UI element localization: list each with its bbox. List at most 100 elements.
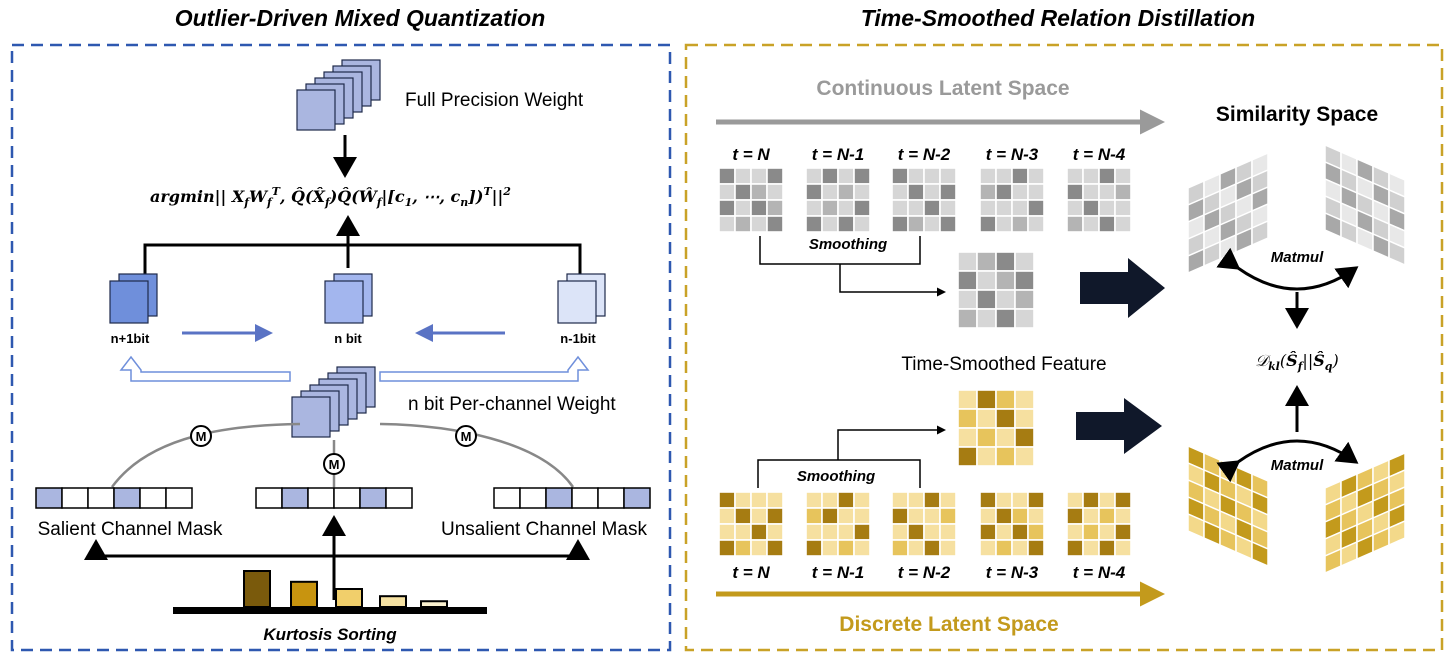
bottom-timestep-labels: t = N t = N-1 t = N-2 t = N-3 t = N-4 (732, 563, 1125, 582)
salient-mask-cell (139, 487, 167, 509)
kurtosis-baseline (173, 607, 487, 614)
center-mask-cell (385, 487, 413, 509)
unsalient-mask-label: Unsalient Channel Mask (441, 519, 647, 540)
bottom-smoothing-arrow (837, 425, 946, 460)
center-mask-cell (255, 487, 283, 509)
hollow-arrow-right (379, 355, 590, 382)
discrete-grid (979, 491, 1045, 557)
matmul-arc-top (1216, 247, 1359, 291)
timestep-label: t = N-2 (898, 563, 951, 582)
center-mask-cell (359, 487, 387, 509)
svg-text:M: M (196, 429, 207, 444)
timestep-label: t = N-1 (812, 563, 864, 582)
kurtosis-bar (379, 595, 407, 609)
timestep-label: t = N-3 (986, 145, 1039, 164)
timestep-label: t = N-4 (1073, 145, 1126, 164)
unsalient-mask-cell (493, 487, 521, 509)
unsalient-mask-cell (571, 487, 599, 509)
similarity-right-gold (1324, 451, 1406, 575)
kl-divergence-formula: 𝒟kl(Ŝf||Ŝq) (1255, 350, 1338, 373)
bit-label-left: n+1bit (111, 331, 150, 346)
continuous-grid (718, 167, 784, 233)
bottom-smoothing-label: Smoothing (797, 468, 875, 485)
salient-mask-cell (87, 487, 115, 509)
center-mask-cell (307, 487, 335, 509)
bottom-smoothing-bracket (757, 459, 921, 488)
svg-text:M: M (461, 429, 472, 444)
per-channel-label: n bit Per-channel Weight (408, 394, 616, 415)
discrete-latent-label: Discrete Latent Space (839, 613, 1058, 636)
svg-text:M: M (329, 457, 340, 472)
curve-right (379, 422, 575, 488)
continuous-grid (891, 167, 957, 233)
similarity-matrices-quantized (1187, 444, 1406, 575)
top-smoothing-label: Smoothing (809, 236, 887, 253)
bottom-smoothed-grid (957, 389, 1035, 467)
similarity-right-gray (1324, 143, 1406, 267)
bit-label-right: n-1bit (560, 331, 596, 346)
similarity-matrices-full-precision (1187, 143, 1406, 275)
kurtosis-bars (243, 570, 448, 609)
similarity-left-gray (1187, 151, 1269, 275)
matmul-label-top: Matmul (1271, 249, 1324, 266)
unsalient-mask-cell (623, 487, 651, 509)
continuous-feature-grids (718, 167, 1132, 233)
n-bit-weight (324, 273, 373, 324)
full-precision-label: Full Precision Weight (405, 90, 584, 111)
n-minus-1bit-weight (557, 273, 606, 324)
smoothed-grid-gold (957, 389, 1035, 467)
unsalient-mask-cell (519, 487, 547, 509)
timestep-label: t = N (732, 563, 770, 582)
timestep-label: t = N-3 (986, 563, 1039, 582)
center-channel-mask (255, 487, 413, 509)
timestep-label: t = N-1 (812, 145, 864, 164)
center-mask-cell (281, 487, 309, 509)
big-arrow-bottom (1076, 398, 1162, 454)
salient-mask-cell (165, 487, 193, 509)
bit-tree-connector (143, 243, 582, 283)
salient-mask-cell (35, 487, 63, 509)
hollow-arrow-left (119, 355, 291, 382)
continuous-grid (1066, 167, 1132, 233)
right-panel-title: Time-Smoothed Relation Distillation (861, 5, 1255, 31)
top-smoothing-arrow (839, 264, 946, 297)
salient-mask-cell (61, 487, 89, 509)
similarity-left-gold (1187, 444, 1269, 568)
discrete-feature-grids (718, 491, 1132, 557)
discrete-grid (1066, 491, 1132, 557)
left-panel-title: Outlier-Driven Mixed Quantization (175, 5, 546, 31)
merge-icon-right: M (455, 425, 477, 447)
matmul-arc-bottom (1216, 439, 1359, 483)
kurtosis-label: Kurtosis Sorting (263, 625, 397, 644)
timestep-label: t = N-2 (898, 145, 951, 164)
unsalient-mask-cell (545, 487, 573, 509)
center-mask-cell (333, 487, 361, 509)
kurtosis-bar (243, 570, 271, 608)
discrete-grid (891, 491, 957, 557)
svg-text:𝒟kl(Ŝf||Ŝq): 𝒟kl(Ŝf||Ŝq) (1255, 350, 1338, 373)
right-panel-border (684, 43, 1444, 652)
merge-icon-center: M (323, 453, 345, 475)
salient-mask-cell (113, 487, 141, 509)
kurtosis-bar (290, 580, 318, 608)
discrete-grid (805, 491, 871, 557)
discrete-grid (718, 491, 784, 557)
salient-channel-mask (35, 487, 193, 509)
similarity-space-label: Similarity Space (1216, 103, 1378, 126)
timestep-label: t = N-4 (1073, 563, 1126, 582)
top-timestep-labels: t = N t = N-1 t = N-2 t = N-3 t = N-4 (732, 145, 1125, 164)
unsalient-channel-mask (493, 487, 651, 509)
continuous-grid (805, 167, 871, 233)
time-smoothed-label: Time-Smoothed Feature (901, 354, 1106, 375)
timestep-label: t = N (732, 145, 770, 164)
matmul-label-bottom: Matmul (1271, 457, 1324, 474)
salient-mask-label: Salient Channel Mask (38, 519, 223, 540)
unsalient-mask-cell (597, 487, 625, 509)
continuous-grid (979, 167, 1045, 233)
top-smoothed-grid (957, 251, 1035, 329)
per-channel-weight-stack (291, 366, 376, 438)
bit-label-center: n bit (334, 331, 362, 346)
objective-formula: argmin|| XfWfT, Q̂(X̂f)Q̂(Ŵf|[c1, ⋯, cn]… (150, 185, 511, 209)
merge-icon-left: M (190, 425, 212, 447)
